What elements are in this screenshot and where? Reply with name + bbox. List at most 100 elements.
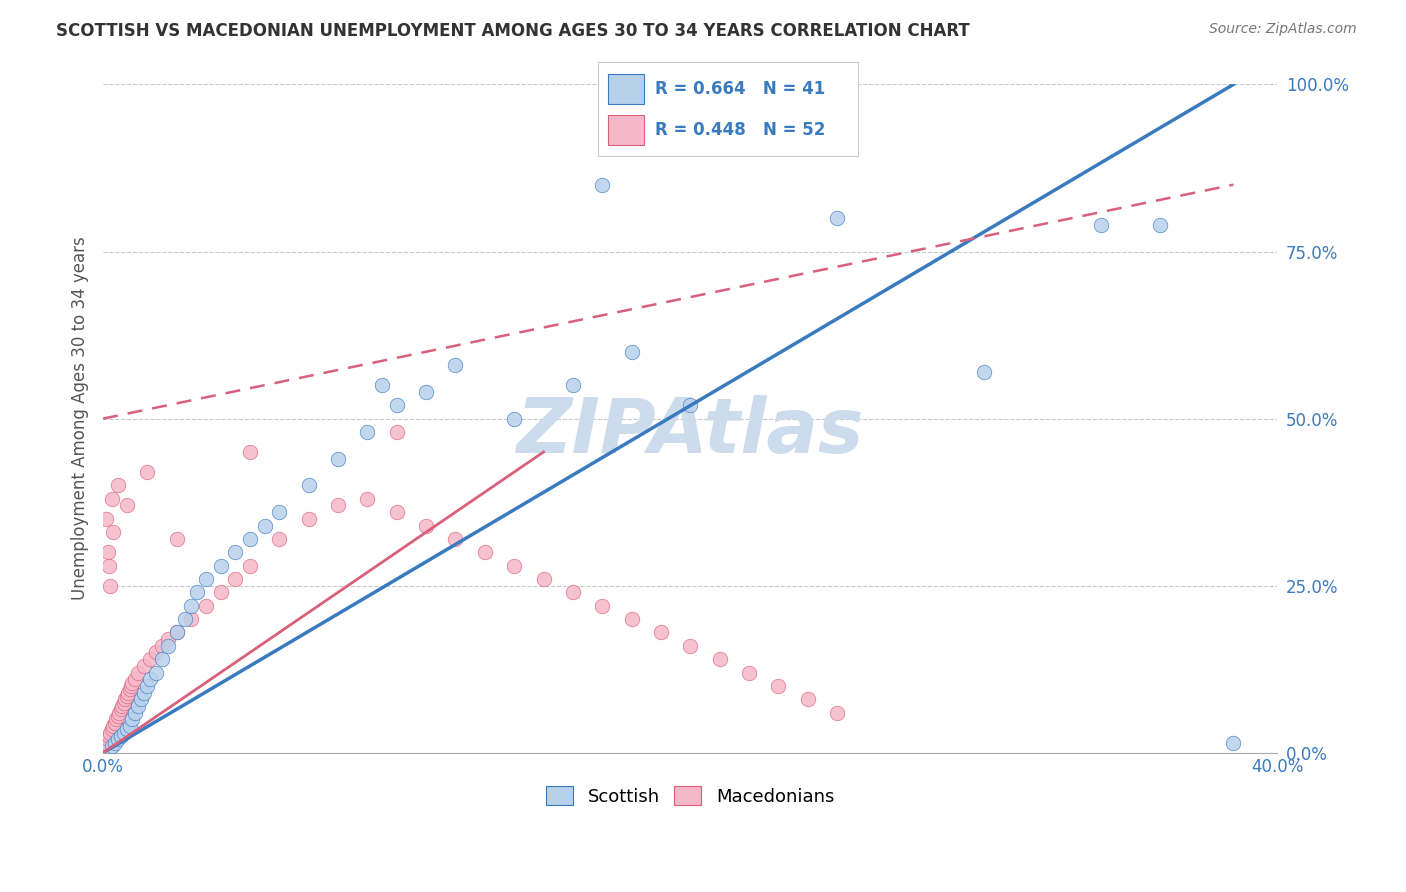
Point <box>121 712 143 726</box>
Point <box>103 719 125 733</box>
Point <box>180 612 202 626</box>
Point <box>326 499 349 513</box>
Point <box>98 558 121 573</box>
Point <box>145 646 167 660</box>
Point <box>224 545 246 559</box>
Point <box>738 665 761 680</box>
Point <box>825 211 848 226</box>
Point <box>129 692 152 706</box>
Point <box>107 709 129 723</box>
Point <box>620 344 643 359</box>
Text: SCOTTISH VS MACEDONIAN UNEMPLOYMENT AMONG AGES 30 TO 34 YEARS CORRELATION CHART: SCOTTISH VS MACEDONIAN UNEMPLOYMENT AMON… <box>56 22 970 40</box>
Point <box>103 525 125 540</box>
Point <box>115 723 138 737</box>
Point <box>145 665 167 680</box>
Point <box>107 478 129 492</box>
Point <box>503 411 526 425</box>
Point <box>444 532 467 546</box>
Point <box>150 639 173 653</box>
Point <box>796 692 818 706</box>
Point <box>120 679 142 693</box>
Point <box>239 558 262 573</box>
Text: Source: ZipAtlas.com: Source: ZipAtlas.com <box>1209 22 1357 37</box>
Point <box>124 706 146 720</box>
Point <box>127 698 149 713</box>
Point <box>385 505 408 519</box>
Point <box>269 532 291 546</box>
Point <box>166 625 188 640</box>
Point <box>180 599 202 613</box>
Point <box>118 682 141 697</box>
Point <box>356 491 378 506</box>
Point <box>136 679 159 693</box>
Point <box>224 572 246 586</box>
Point <box>174 612 197 626</box>
Point <box>118 719 141 733</box>
Point <box>768 679 790 693</box>
Point <box>356 425 378 439</box>
Point <box>110 729 132 743</box>
Point <box>709 652 731 666</box>
Point <box>101 739 124 753</box>
Point <box>124 672 146 686</box>
Point <box>1149 218 1171 232</box>
Point <box>503 558 526 573</box>
Point <box>385 425 408 439</box>
Point <box>444 358 467 372</box>
Point <box>239 532 262 546</box>
Point <box>620 612 643 626</box>
Point <box>96 732 118 747</box>
Point <box>1090 218 1112 232</box>
Point <box>112 696 135 710</box>
Point <box>150 652 173 666</box>
Point <box>825 706 848 720</box>
Point <box>650 625 672 640</box>
Point <box>115 499 138 513</box>
Point <box>104 715 127 730</box>
Point <box>166 532 188 546</box>
Point <box>121 675 143 690</box>
Point <box>117 685 139 699</box>
Text: R = 0.664   N = 41: R = 0.664 N = 41 <box>655 79 825 97</box>
Y-axis label: Unemployment Among Ages 30 to 34 years: Unemployment Among Ages 30 to 34 years <box>72 236 89 600</box>
Point <box>415 518 437 533</box>
Point <box>98 729 121 743</box>
Point <box>385 398 408 412</box>
Point <box>591 599 613 613</box>
Point <box>100 725 122 739</box>
Point <box>561 378 583 392</box>
Point <box>112 725 135 739</box>
Point <box>94 512 117 526</box>
Point <box>114 692 136 706</box>
Point <box>209 558 232 573</box>
Point <box>415 384 437 399</box>
Point <box>139 652 162 666</box>
Text: ZIPAtlas: ZIPAtlas <box>516 395 865 469</box>
Point <box>115 689 138 703</box>
Point <box>100 579 122 593</box>
Point <box>1222 736 1244 750</box>
Point <box>101 723 124 737</box>
Point <box>253 518 276 533</box>
Point <box>96 545 118 559</box>
Point <box>166 625 188 640</box>
Point <box>679 639 702 653</box>
Point <box>298 478 321 492</box>
Point <box>104 736 127 750</box>
Bar <box>607 74 644 103</box>
Point <box>111 698 134 713</box>
Point <box>679 398 702 412</box>
Point <box>107 732 129 747</box>
Point <box>134 685 156 699</box>
Point <box>108 706 131 720</box>
Point <box>194 572 217 586</box>
Point <box>298 512 321 526</box>
Point <box>371 378 394 392</box>
Legend: Scottish, Macedonians: Scottish, Macedonians <box>538 779 842 813</box>
Point <box>156 632 179 647</box>
Point <box>156 639 179 653</box>
Point <box>110 702 132 716</box>
Point <box>136 465 159 479</box>
Point <box>239 445 262 459</box>
Point <box>101 491 124 506</box>
